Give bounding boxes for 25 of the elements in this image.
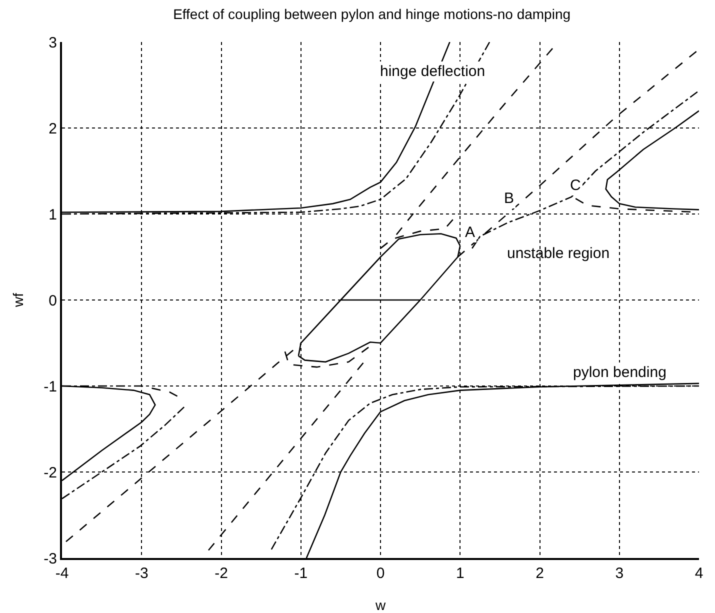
x-axis-title: w [374, 597, 386, 613]
y-tick-label: -1 [44, 378, 57, 396]
y-tick-label: -3 [44, 550, 57, 568]
annotation: C [570, 177, 581, 194]
y-tick-label: -2 [44, 464, 57, 482]
annotation: unstable region [507, 245, 610, 262]
x-tick-label: 1 [456, 565, 464, 582]
annotation: hinge deflection [380, 63, 486, 80]
x-tick-label: 3 [615, 565, 624, 582]
x-tick-label: 2 [536, 565, 544, 582]
y-tick-label: 0 [48, 292, 57, 310]
chart-title: Effect of coupling between pylon and hinge motions-no damping [173, 6, 571, 22]
annotation: B [504, 190, 514, 207]
y-tick-label: 3 [48, 34, 57, 52]
x-tick-label: -4 [55, 565, 69, 582]
x-tick-label: 4 [694, 565, 704, 582]
y-axis-title: wf [10, 292, 26, 308]
x-tick-label: -3 [134, 565, 148, 582]
annotation: A [465, 224, 476, 241]
x-tick-label: -2 [214, 565, 228, 582]
x-tick-label: -1 [294, 565, 308, 582]
y-tick-label: 1 [48, 206, 57, 224]
annotation: pylon bending [573, 364, 666, 381]
x-tick-label: 0 [376, 565, 385, 582]
y-tick-label: 2 [48, 120, 57, 138]
